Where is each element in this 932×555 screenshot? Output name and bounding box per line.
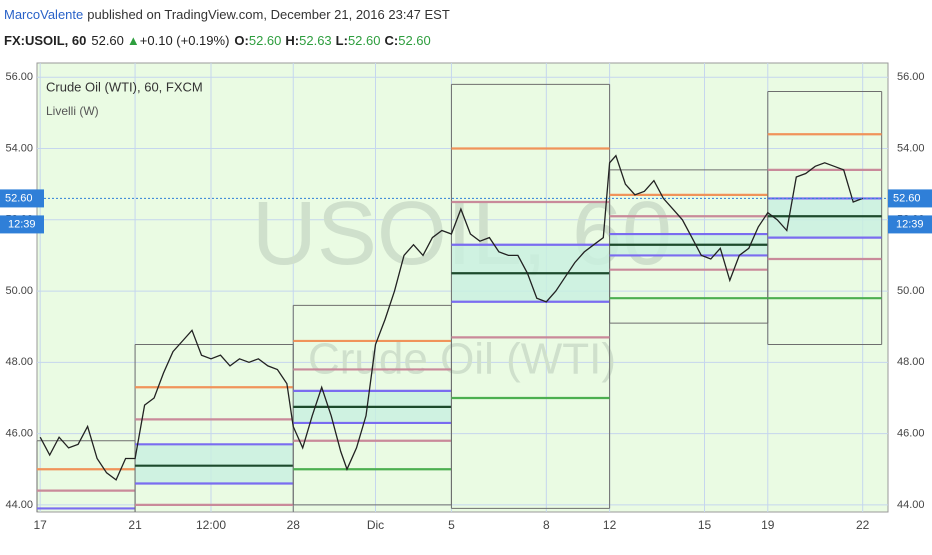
last-price-label: 52.60 — [5, 192, 33, 204]
marks — [0, 83, 932, 512]
y-tick-label-right: 44.00 — [897, 499, 925, 511]
x-tick-label: 12 — [603, 518, 617, 532]
countdown-box — [0, 215, 44, 234]
watermark-subtitle: Crude Oil (WTI) — [308, 335, 616, 384]
level-band — [767, 198, 882, 238]
y-tick-label-right: 48.00 — [897, 356, 925, 368]
y-tick-label: 54.00 — [5, 142, 33, 154]
axes: 44.00 44.00 46.00 46.00 48.00 48.00 50.00 50.00… — [0, 71, 932, 532]
open: 52.60 — [249, 33, 282, 48]
countdown: 12:39 — [8, 218, 36, 230]
close-label: C: — [385, 33, 399, 48]
y-tick-label-right: 50.00 — [897, 285, 925, 297]
x-tick-label: 8 — [543, 518, 550, 532]
low-label: L: — [336, 33, 348, 48]
high: 52.63 — [299, 33, 332, 48]
x-tick-label: 19 — [761, 518, 775, 532]
last: 52.60 — [91, 33, 124, 48]
header: MarcoValente published on TradingView.com… — [4, 7, 450, 22]
x-tick-label: 28 — [287, 518, 301, 532]
indicator: Livelli (W) — [46, 104, 99, 118]
up-arrow: ▲ — [127, 33, 140, 48]
y-tick-label: 48.00 — [5, 356, 33, 368]
x-tick-label: Dic — [367, 518, 384, 532]
level-band — [135, 444, 294, 484]
symbol: FX:USOIL, 60 — [4, 33, 86, 48]
x-tick-label: 15 — [698, 518, 712, 532]
y-tick-label: 44.00 — [5, 499, 33, 511]
y-tick-label-right: 46.00 — [897, 428, 925, 440]
quote: FX:USOIL, 60 52.60 ▲+0.10 (+0.19%) O:52.60 H… — [4, 33, 431, 48]
y-tick-label-right: 56.00 — [897, 71, 925, 83]
countdown: 12:39 — [896, 218, 924, 230]
x-tick-label: 22 — [856, 518, 870, 532]
chart-title: Crude Oil (WTI), 60, FXCM — [46, 79, 203, 94]
last-price-box — [0, 189, 44, 208]
close: 52.60 — [398, 33, 431, 48]
countdown-box — [888, 215, 932, 234]
y-tick-label: 56.00 — [5, 71, 33, 83]
change: +0.10 (+0.19%) — [140, 33, 230, 48]
author[interactable]: MarcoValente — [4, 7, 83, 22]
y-tick-label: 50.00 — [5, 285, 33, 297]
x-tick-label: 5 — [448, 518, 455, 532]
open-label: O: — [234, 33, 248, 48]
y-tick-label: 46.00 — [5, 428, 33, 440]
x-tick-label: 12:00 — [196, 518, 226, 532]
x-tick-label: 17 — [33, 518, 47, 532]
price-line — [39, 154, 863, 481]
published: published on TradingView.com, December 2… — [87, 7, 450, 22]
high-label: H: — [285, 33, 299, 48]
y-tick-label-right: 54.00 — [897, 142, 925, 154]
x-tick-label: 21 — [128, 518, 142, 532]
last-price-label: 52.60 — [893, 192, 921, 204]
last-price-box — [888, 189, 932, 208]
low: 52.60 — [348, 33, 381, 48]
